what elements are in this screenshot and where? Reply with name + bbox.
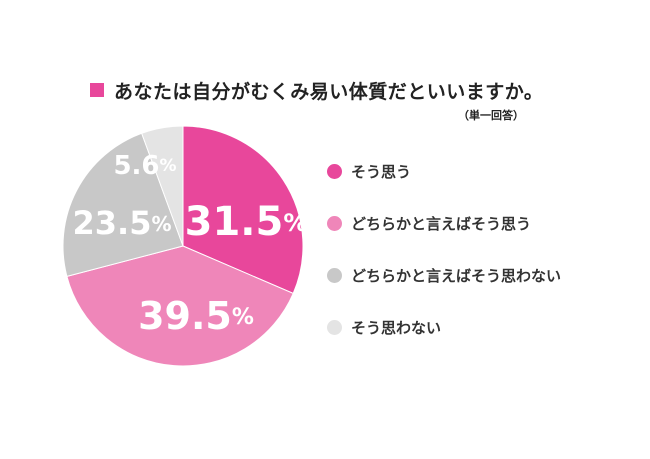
slice-value-number: 39.5 <box>138 294 232 338</box>
legend-label: そう思う <box>351 162 412 181</box>
slice-value-label: 31.5% <box>185 199 308 245</box>
slice-value-label: 23.5% <box>73 204 172 242</box>
legend-dot-icon <box>327 267 342 283</box>
title-square-icon <box>90 83 104 97</box>
slice-value-unit: % <box>232 305 254 330</box>
slice-value-unit: % <box>283 209 307 237</box>
chart-title-row: あなたは自分がむくみ易い体質だといいますか。 <box>90 78 544 103</box>
slice-value-unit: % <box>151 212 171 236</box>
legend-item: そう思わない <box>327 316 637 338</box>
legend-dot-icon <box>327 319 342 335</box>
legend-label: そう思わない <box>351 318 442 337</box>
legend-label: どちらかと言えばそう思う <box>351 214 532 233</box>
legend-label: どちらかと言えばそう思わない <box>351 266 562 285</box>
pie-slice <box>62 132 184 277</box>
pie-slice <box>66 245 294 367</box>
legend-item: どちらかと言えばそう思う <box>327 212 637 234</box>
slice-value-number: 23.5 <box>73 204 152 242</box>
legend-item: どちらかと言えばそう思わない <box>327 264 637 286</box>
chart-subtitle: （単一回答） <box>458 109 524 122</box>
legend-item: そう思う <box>327 160 637 182</box>
slice-value-label: 39.5% <box>138 294 254 338</box>
pie-slice <box>182 125 304 295</box>
legend: そう思う どちらかと言えばそう思う どちらかと言えばそう思わない そう思わない <box>327 160 637 368</box>
legend-dot-icon <box>327 215 342 231</box>
chart-title: あなたは自分がむくみ易い体質だといいますか。 <box>114 80 544 103</box>
slice-value-number: 5.6 <box>113 151 159 181</box>
slice-value-number: 31.5 <box>185 199 284 245</box>
legend-dot-icon <box>327 163 342 179</box>
pie-slice <box>141 125 184 247</box>
slice-value-label: 5.6% <box>113 151 176 181</box>
slice-value-unit: % <box>160 156 177 176</box>
